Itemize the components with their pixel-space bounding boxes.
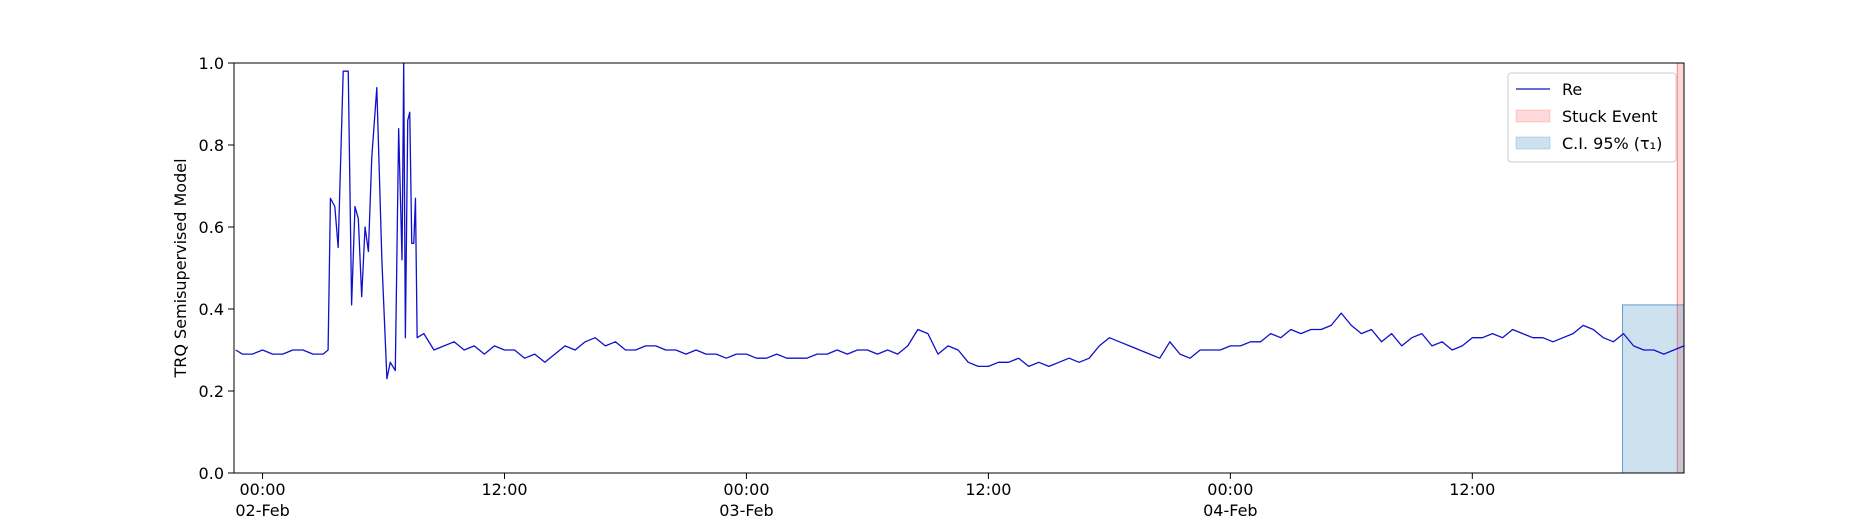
x-tick-label: 00:00 03-Feb — [719, 480, 773, 520]
y-tick-label: 1.0 — [199, 54, 224, 73]
legend-label: C.I. 95% (τ₁) — [1562, 134, 1662, 153]
y-tick-label: 0.2 — [199, 382, 224, 401]
y-tick-label: 0.0 — [199, 464, 224, 483]
legend-box — [1507, 72, 1677, 163]
legend-swatch — [1515, 136, 1551, 150]
x-tick-label: 12:00 — [1449, 480, 1495, 499]
y-tick-label: 0.6 — [199, 218, 224, 237]
x-tick-label: 12:00 — [965, 480, 1011, 499]
legend: Re Stuck Event C.I. 95% (τ₁) — [1507, 72, 1677, 163]
plot-frame — [233, 62, 1685, 474]
x-tick-label: 00:00 04-Feb — [1203, 480, 1257, 520]
y-tick-label: 0.4 — [199, 300, 224, 319]
data-line — [235, 62, 1685, 380]
legend-label: Re — [1562, 80, 1582, 99]
y-axis-label: TRQ Semisupervised Model — [171, 158, 190, 378]
x-tick-label: 12:00 — [481, 480, 527, 499]
legend-label: Stuck Event — [1562, 107, 1658, 126]
legend-swatch — [1515, 109, 1551, 123]
shaded-span — [1622, 304, 1685, 474]
y-tick-label: 0.8 — [199, 136, 224, 155]
